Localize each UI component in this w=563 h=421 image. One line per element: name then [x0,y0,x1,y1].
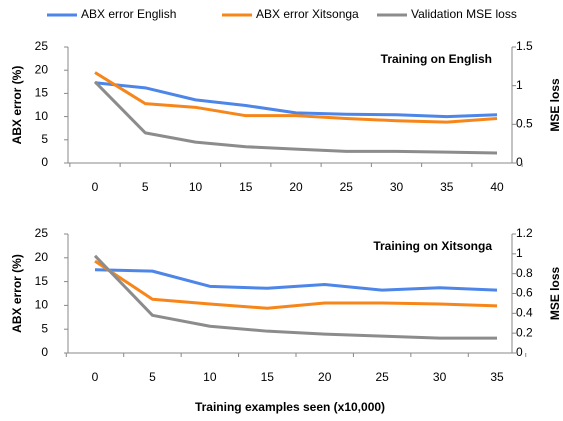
y2-tick-label: 1.5 [516,39,533,53]
y-tick-label: 0 [41,345,48,359]
y2-tick-label: 1 [516,246,523,260]
annotation: Training on Xitsonga [373,239,492,253]
y-tick-label: 5 [41,321,48,335]
x-tick-label: 25 [375,370,389,384]
y2-tick-label: 0.2 [516,325,533,339]
y-axis-label: ABX error (%) [10,254,24,333]
y-axis-label: ABX error (%) [10,66,24,145]
y2-tick-label: 0.5 [516,117,533,131]
y2-axis-label: MSE loss [548,78,562,132]
x-tick-label: 40 [490,180,504,194]
legend-label: ABX error Xitsonga [256,7,359,21]
x-tick-label: 20 [289,180,303,194]
x-tick-label: 0 [92,370,99,384]
y-tick-label: 25 [35,226,49,240]
y2-axis-label: MSE loss [548,267,562,321]
x-tick-label: 10 [203,370,217,384]
series-line [94,259,498,310]
y2-tick-label: 0.8 [516,266,533,280]
y2-tick-label: 0.6 [516,286,533,300]
y-tick-label: 10 [35,109,49,123]
series-line [93,254,497,340]
series-line [94,268,498,292]
x-tick-label: 15 [239,180,253,194]
x-tick-label: 30 [390,180,404,194]
y2-tick-label: 0.4 [516,306,533,320]
y2-tick-label: 1 [516,78,523,92]
y-tick-label: 20 [35,62,49,76]
x-tick-label: 35 [440,180,454,194]
y-tick-label: 10 [35,298,49,312]
y-tick-label: 0 [41,155,48,169]
series-line [94,81,498,119]
x-tick-label: 5 [149,370,156,384]
y2-tick-label: 0 [516,155,523,169]
x-tick-label: 15 [261,370,275,384]
y-tick-label: 20 [35,250,49,264]
x-tick-label: 0 [92,180,99,194]
x-tick-label: 30 [433,370,447,384]
y2-tick-label: 1.2 [516,226,533,240]
y-tick-label: 25 [35,39,49,53]
legend-label: Validation MSE loss [411,7,517,21]
x-tick-label: 10 [189,180,203,194]
series-line [93,80,498,155]
x-tick-label: 20 [318,370,332,384]
y-tick-label: 15 [35,274,49,288]
annotation-bg [377,50,495,69]
x-tick-label: 5 [142,180,149,194]
y-tick-label: 15 [35,86,49,100]
legend-label: ABX error English [81,7,176,21]
annotation: Training on English [381,52,492,66]
y2-tick-label: 0 [516,345,523,359]
y-tick-label: 5 [41,132,48,146]
x-tick-label: 35 [490,370,504,384]
series-line [94,71,498,124]
x-tick-label: 25 [340,180,354,194]
x-axis-label: Training examples seen (x10,000) [195,400,385,414]
annotation-bg [370,237,496,256]
